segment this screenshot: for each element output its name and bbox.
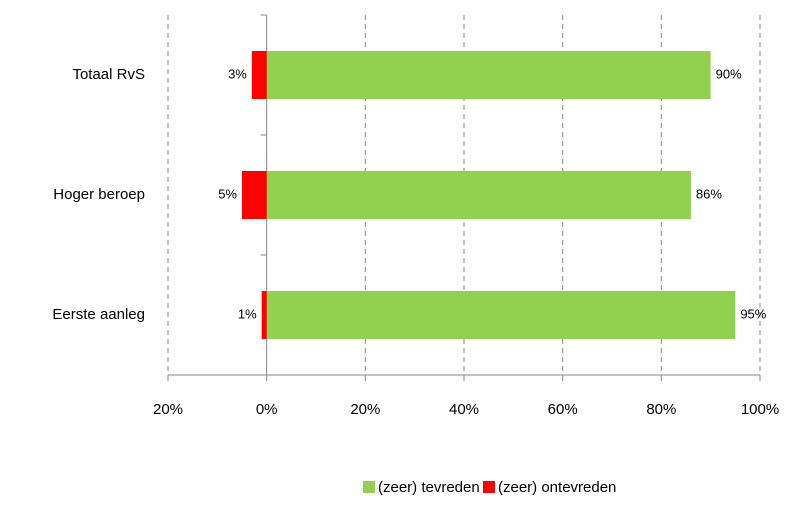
category-label: Hoger beroep — [53, 186, 145, 203]
value-label: 5% — [218, 186, 237, 201]
value-label: 3% — [228, 66, 247, 81]
x-tick-label: 100% — [741, 401, 779, 418]
legend-label: (zeer) tevreden — [378, 479, 480, 496]
x-tick-label: 60% — [548, 401, 578, 418]
legend-swatch — [483, 481, 495, 493]
legend-swatch — [363, 481, 375, 493]
legend-label: (zeer) ontevreden — [498, 479, 616, 496]
bar — [266, 291, 736, 339]
value-label: 86% — [696, 186, 722, 201]
value-label: 95% — [740, 306, 766, 321]
x-tick-label: 20% — [153, 401, 183, 418]
bar — [266, 51, 711, 99]
x-tick-label: 40% — [449, 401, 479, 418]
bar — [242, 171, 267, 219]
bar — [266, 171, 691, 219]
category-label: Totaal RvS — [72, 66, 145, 83]
x-tick-label: 80% — [646, 401, 676, 418]
x-tick-label: 20% — [350, 401, 380, 418]
category-label: Eerste aanleg — [52, 306, 145, 323]
bar — [261, 291, 267, 339]
value-label: 1% — [238, 306, 257, 321]
bar — [251, 51, 267, 99]
value-label: 90% — [716, 66, 742, 81]
x-tick-label: 0% — [256, 401, 278, 418]
